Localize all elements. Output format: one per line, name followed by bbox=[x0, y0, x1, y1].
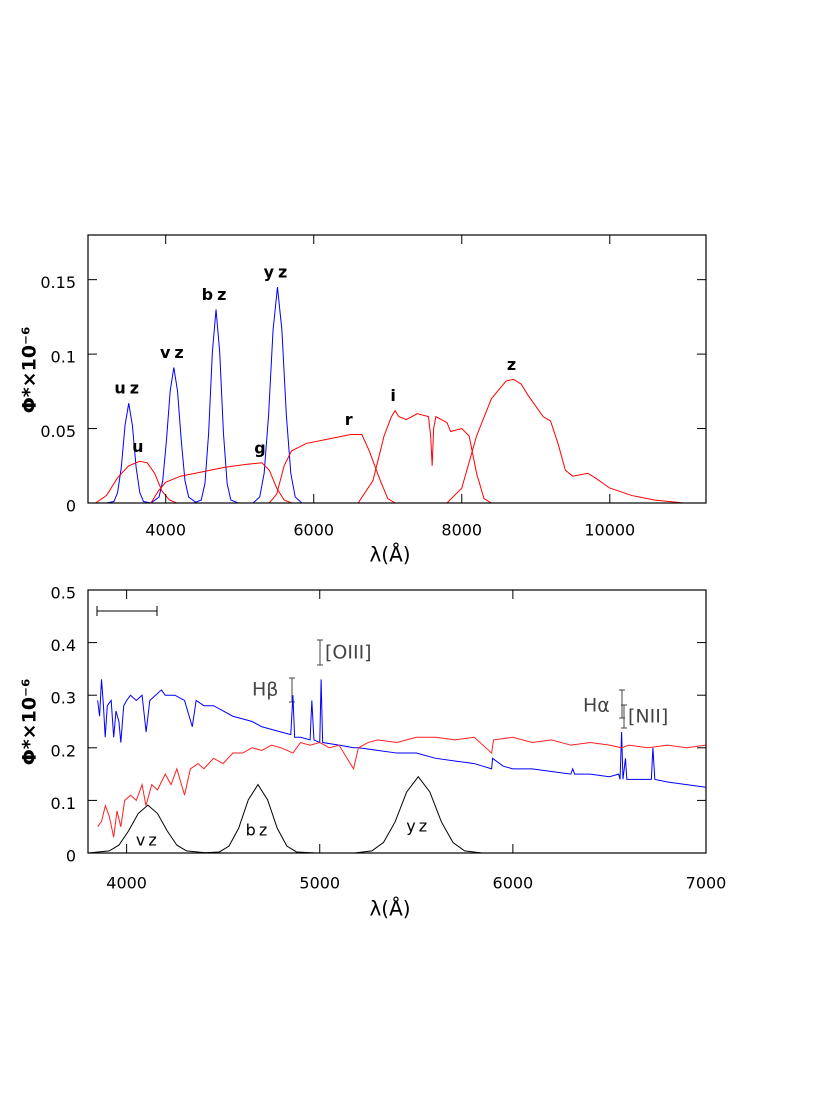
series-line bbox=[354, 775, 483, 853]
x-tick-label: 5000 bbox=[299, 874, 340, 893]
line-markers bbox=[289, 639, 627, 729]
series-label: i bbox=[390, 386, 399, 405]
y-tick-label: 0.5 bbox=[51, 584, 76, 603]
series-line bbox=[88, 804, 208, 853]
series-label: z bbox=[507, 355, 520, 374]
series-line bbox=[252, 287, 303, 503]
x-tick-label: 4000 bbox=[106, 874, 147, 893]
y-tick-label: 0 bbox=[66, 847, 76, 866]
frame bbox=[87, 589, 707, 854]
x-tick-label: 7000 bbox=[686, 874, 727, 893]
series-label: uz bbox=[114, 379, 143, 398]
series-label: r bbox=[345, 410, 357, 429]
series-line bbox=[97, 679, 706, 788]
y-tick-label: 0.15 bbox=[40, 273, 76, 292]
y-axis-label: Φ*×10⁻⁶ bbox=[19, 679, 41, 766]
x-axis-label: λ(Å) bbox=[369, 543, 410, 567]
series-line bbox=[446, 378, 684, 503]
series-line bbox=[150, 367, 198, 503]
scale-bar bbox=[96, 606, 158, 616]
series-label: vz bbox=[136, 831, 160, 850]
x-axis-label: λ(Å) bbox=[369, 897, 410, 921]
y-tick-label: 0.05 bbox=[40, 422, 76, 441]
series-line bbox=[199, 783, 316, 853]
series-line bbox=[150, 462, 292, 503]
series-label: g bbox=[254, 438, 269, 457]
series-label: vz bbox=[160, 343, 188, 362]
x-tick-label: 6000 bbox=[293, 521, 334, 540]
series-label: yz bbox=[264, 263, 292, 282]
series-line bbox=[97, 736, 706, 838]
series-label: u bbox=[132, 437, 147, 456]
series-line bbox=[193, 309, 239, 503]
y-tick-label: 0.1 bbox=[51, 794, 76, 813]
series-label: bz bbox=[246, 820, 271, 839]
y-tick-label: 0.1 bbox=[51, 348, 76, 367]
annotation: [OIII] bbox=[325, 642, 372, 664]
series-line bbox=[268, 434, 396, 503]
x-tick-label: 10000 bbox=[584, 521, 635, 540]
annotation: Hβ bbox=[252, 679, 278, 701]
series-label: bz bbox=[202, 285, 231, 304]
x-tick-label: 6000 bbox=[493, 874, 534, 893]
y-tick-label: 0.3 bbox=[51, 689, 76, 708]
series-label: yz bbox=[406, 816, 430, 835]
y-tick-label: 0 bbox=[66, 497, 76, 516]
series-line bbox=[106, 403, 152, 503]
frame bbox=[87, 234, 707, 504]
x-tick-label: 8000 bbox=[441, 521, 482, 540]
x-tick-label: 4000 bbox=[145, 521, 186, 540]
annotation: Hα bbox=[583, 695, 610, 717]
y-tick-label: 0.4 bbox=[51, 636, 76, 655]
annotation: [NII] bbox=[628, 706, 668, 728]
y-tick-label: 0.2 bbox=[51, 741, 76, 760]
y-axis-label: Φ*×10⁻⁶ bbox=[19, 327, 41, 414]
series-line bbox=[357, 409, 492, 503]
